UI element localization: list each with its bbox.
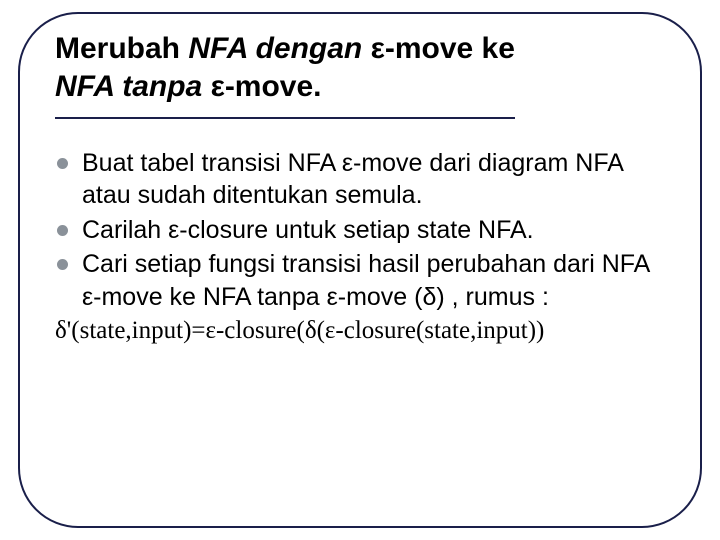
bullet-icon <box>57 158 68 169</box>
list-item: Cari setiap fungsi transisi hasil peruba… <box>55 248 675 313</box>
slide-title: Merubah NFA dengan ε-move ke NFA tanpa ε… <box>55 30 675 107</box>
title-part4: NFA tanpa <box>55 70 211 103</box>
bullet-icon <box>57 259 68 270</box>
formula-text: δ'(state,input)=ε-closure(δ(ε-closure(st… <box>55 315 675 348</box>
list-item: Buat tabel transisi NFA ε-move dari diag… <box>55 147 675 212</box>
bullet-icon <box>57 225 68 236</box>
title-underline <box>55 117 515 119</box>
bullet-text-3: Cari setiap fungsi transisi hasil peruba… <box>82 248 675 313</box>
title-part3: ε-move ke <box>371 32 515 65</box>
bullet-text-1: Buat tabel transisi NFA ε-move dari diag… <box>82 147 675 212</box>
title-part1: Merubah <box>55 32 188 65</box>
title-part5: ε-move. <box>211 70 322 103</box>
title-part2: NFA dengan <box>188 32 370 65</box>
bullet-list: Buat tabel transisi NFA ε-move dari diag… <box>55 147 675 348</box>
slide-content: Merubah NFA dengan ε-move ke NFA tanpa ε… <box>55 30 675 348</box>
list-item: Carilah ε-closure untuk setiap state NFA… <box>55 214 675 247</box>
bullet-text-2: Carilah ε-closure untuk setiap state NFA… <box>82 214 675 247</box>
